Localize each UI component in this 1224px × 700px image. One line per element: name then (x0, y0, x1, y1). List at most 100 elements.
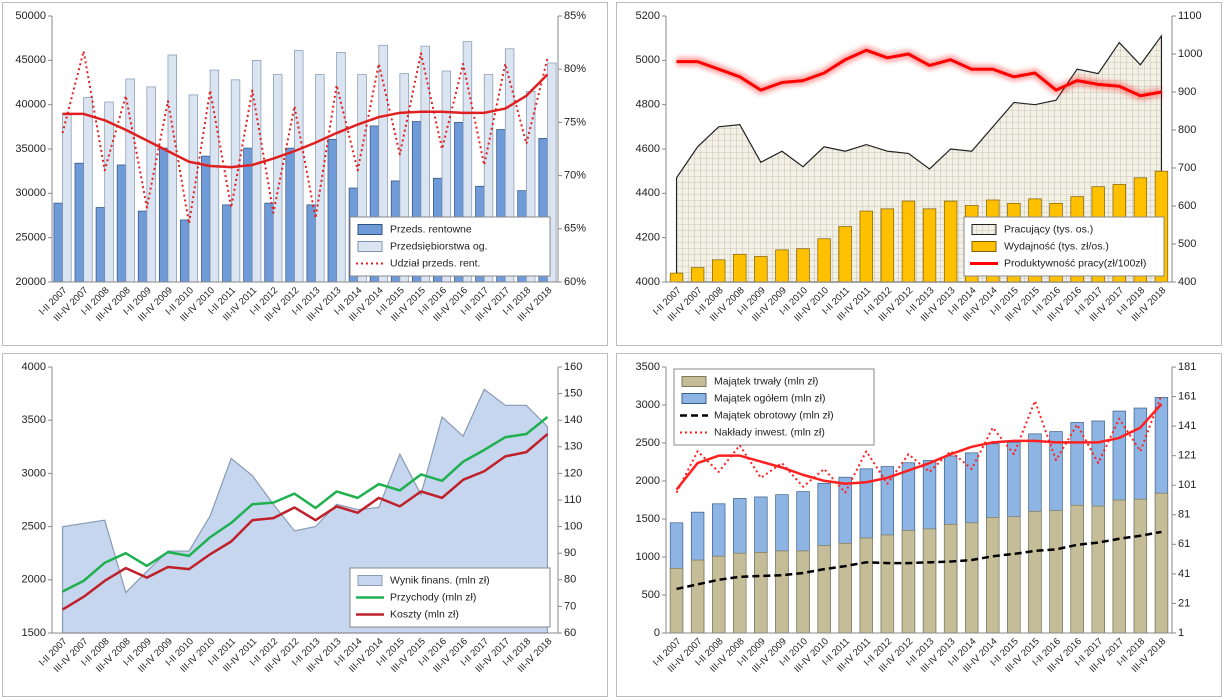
y-tick-label: 70 (564, 600, 576, 612)
bar (669, 568, 684, 634)
bar (180, 219, 190, 283)
bar (201, 155, 211, 283)
y-tick-label: 30000 (15, 187, 46, 199)
y-tick-label: 3500 (636, 361, 660, 373)
bar (158, 147, 169, 283)
bar (264, 202, 274, 283)
bar (880, 208, 895, 283)
y-tick-label: 1000 (1178, 48, 1202, 60)
y-tick-label: 1100 (1178, 10, 1202, 22)
panel: 1500 2000 2500 3000 3500 4000 60 70 80 90 100 110 12… (2, 353, 608, 697)
bar (901, 530, 916, 634)
bar (188, 94, 199, 283)
y-tick-label: 35000 (15, 143, 46, 155)
bar (116, 164, 127, 283)
legend-label: Koszty (mln zł) (390, 608, 459, 620)
panel: 4000 4200 4400 4600 4800 5000 5200 400 500 600 700… (616, 2, 1222, 346)
line (676, 530, 1162, 591)
legend-label: Pracujący (tys. os.) (1004, 223, 1093, 235)
y-tick-label: 4600 (636, 143, 660, 155)
bar (754, 552, 768, 634)
bar (222, 204, 232, 283)
y-tick-label: 150 (564, 388, 582, 400)
bar (986, 517, 1000, 634)
y-tick-label: 121 (1178, 450, 1196, 462)
bar (712, 259, 726, 283)
bar (315, 74, 325, 283)
y-tick-label: 4800 (636, 99, 660, 111)
y-tick-label: 4000 (22, 361, 46, 373)
y-tick-label: 2000 (636, 475, 660, 487)
legend: Pracujący (tys. os.) Wydajność (tys. zł/o… (963, 216, 1165, 277)
bar (95, 207, 106, 283)
legend-label: Nakłady inwest. (mln zł) (714, 426, 825, 438)
bar (327, 138, 337, 283)
bar (817, 545, 831, 634)
bar (859, 210, 873, 283)
bar (922, 528, 937, 634)
legend-swatch (971, 224, 997, 235)
y-tick-label: 700 (1178, 162, 1196, 174)
bar (137, 210, 148, 283)
y-tick-label: 81 (1178, 509, 1190, 521)
y-tick-label: 45000 (15, 54, 46, 66)
legend-swatch (681, 376, 707, 387)
legend-swatch (357, 241, 383, 252)
bar (230, 79, 241, 283)
y-tick-label: 1 (1178, 627, 1184, 639)
y-tick-label: 3000 (636, 399, 660, 411)
legend: Majątek trwały (mln zł) Majątek ogółem (m… (673, 368, 875, 446)
legend-label: Przychody (mln zł) (390, 591, 476, 603)
bar (74, 162, 84, 283)
y-tick-label: 21 (1178, 597, 1190, 609)
legend-label: Majątek obrotowy (mln zł) (714, 409, 834, 421)
legend-box (963, 216, 1165, 277)
bar (1049, 510, 1063, 634)
legend-box (673, 368, 875, 446)
bar (167, 54, 177, 283)
bar (817, 238, 831, 283)
bar (336, 52, 346, 283)
bar (796, 550, 810, 634)
bar (83, 97, 93, 283)
y-tick-label: 160 (564, 361, 582, 373)
legend-swatch (357, 224, 383, 235)
y-tick-label: 65% (564, 223, 586, 235)
y-tick-label: 80 (564, 574, 576, 586)
bar (1070, 504, 1084, 634)
bar (838, 226, 852, 283)
line (675, 403, 1163, 491)
y-tick-label: 2500 (636, 437, 660, 449)
bar (1112, 499, 1126, 634)
bar (754, 256, 768, 283)
y-tick-label: 25000 (15, 232, 46, 244)
y-tick-label: 4400 (636, 187, 660, 199)
y-tick-label: 1000 (636, 551, 660, 563)
y-tick-label: 400 (1178, 276, 1196, 288)
y-tick-label: 50000 (15, 10, 46, 22)
y-tick-label: 75% (564, 116, 586, 128)
y-tick-label: 41 (1178, 568, 1190, 580)
legend-label: Wydajność (tys. zł/os.) (1004, 240, 1109, 252)
bar (53, 202, 63, 283)
y-tick-label: 2000 (22, 574, 46, 586)
bar (838, 542, 852, 634)
y-tick-label: 61 (1178, 538, 1190, 550)
bar (1133, 498, 1148, 634)
bar (690, 267, 705, 283)
y-tick-label: 800 (1178, 124, 1196, 136)
y-tick-label: 5200 (636, 10, 660, 22)
y-tick-label: 120 (564, 467, 582, 479)
y-tick-label: 5000 (636, 54, 660, 66)
y-tick-label: 85% (564, 10, 586, 22)
bar (1091, 505, 1105, 634)
line (675, 394, 1163, 494)
y-tick-label: 141 (1178, 420, 1196, 432)
y-tick-label: 3500 (22, 414, 46, 426)
bar (775, 249, 789, 283)
bar (125, 78, 135, 283)
bar (733, 552, 747, 634)
y-tick-label: 140 (564, 414, 582, 426)
legend-swatch (971, 241, 997, 252)
